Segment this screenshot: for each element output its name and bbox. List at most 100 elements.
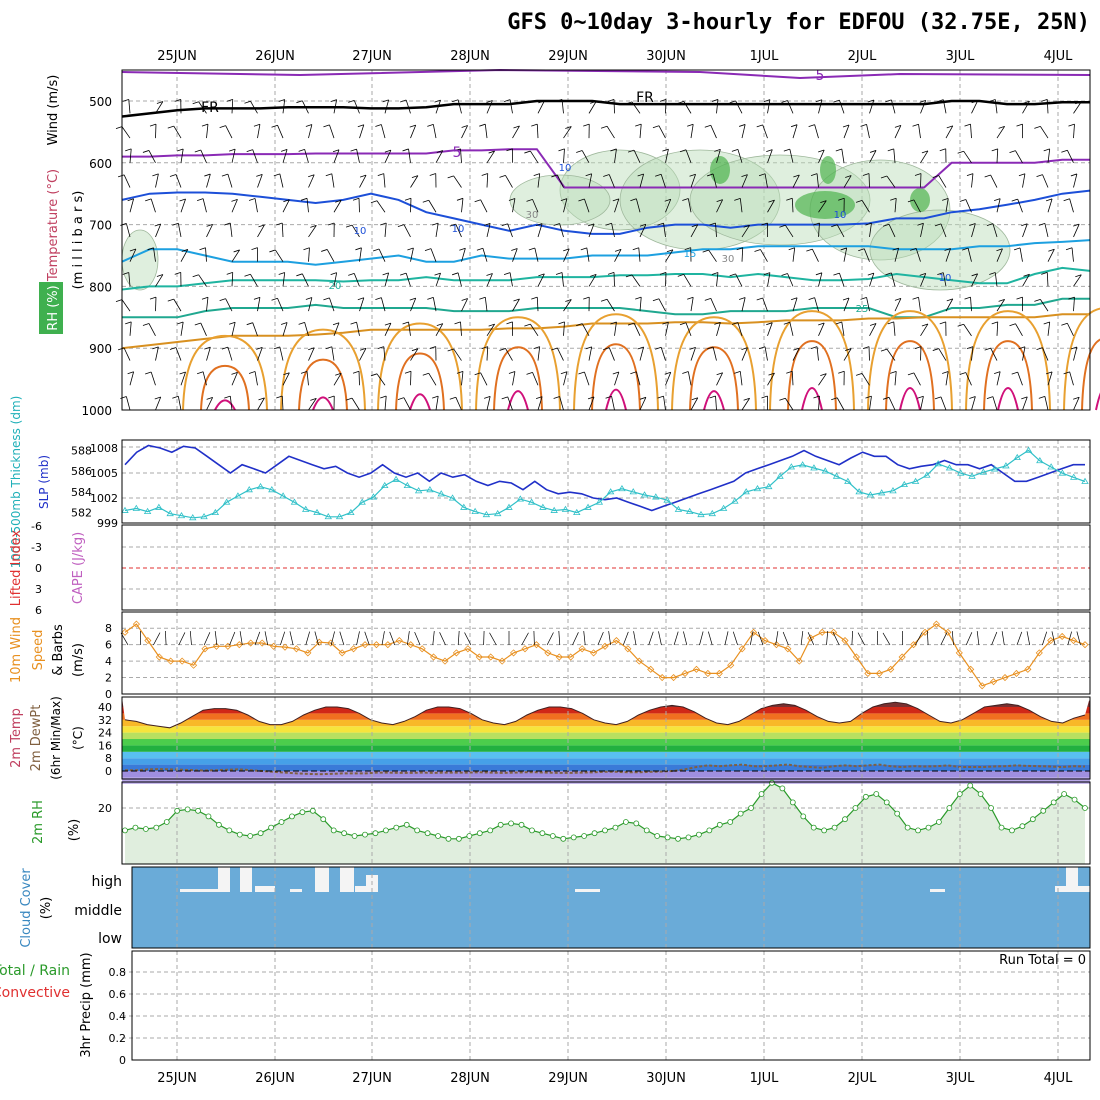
wind-barb-flag [894,298,902,301]
contour-label: 20 [329,281,342,292]
isotherm-30 [121,313,1090,350]
wind-barb-flag [224,395,231,399]
wind-barb-flag [637,173,644,177]
wind-barb [635,371,641,386]
date-label-top: 26JUN [255,49,295,64]
thickness-marker [460,503,468,510]
wind-barb [869,396,872,411]
thickness-marker [1013,453,1021,461]
wind-barb [816,173,819,188]
wind-barb-flag [269,249,276,253]
wind-barb [996,198,1001,213]
wind-barb [129,148,132,163]
wind-barb-flag [664,371,671,375]
wind-barb [965,199,972,213]
wind-barb-flag [734,371,741,374]
wind-barb [588,101,597,114]
wind-barb [994,272,998,287]
wind-barb-flag [303,247,310,251]
wind-barb-flag [1073,396,1080,400]
wind-barb [945,248,951,262]
wind-barb [484,124,488,139]
wind-barb-flag [919,99,926,103]
surface-wind-barb [432,631,435,646]
wind-barb-flag [206,223,213,227]
wind-speed-marker [1081,641,1089,649]
rh-marker [560,835,567,842]
rh-marker [382,827,389,834]
wind-barb [509,272,513,287]
date-label-bottom: 3JUL [946,1071,976,1086]
surface-wind-barb [597,631,604,646]
rh-marker [789,799,796,806]
wind-speed-marker [841,636,849,645]
date-label-top: 25JUN [157,49,197,64]
wind-barb-flag [989,272,996,275]
wind-barb [1073,124,1075,139]
wind-barb [971,346,974,361]
rh-frame [121,781,1091,865]
precip-axis-label: 3hr Precip (mm) [79,952,94,1057]
thickness-marker [493,509,502,517]
contour-label: FR [201,100,219,116]
surface-wind-barb [264,631,269,646]
surface-wind-barb [1001,631,1005,646]
wind-barb [992,396,998,411]
temperature-tick-label: 0 [105,765,112,778]
wind-barb [818,99,823,114]
wind-barb-flag [226,98,233,102]
wind-barb [561,99,564,114]
wind-barb-flag [867,272,874,276]
wind-barb-flag [937,99,944,102]
wind-barb [785,225,794,238]
wind-barb-flag [375,297,382,300]
wind-barb-flag [788,247,795,251]
wind-speed-marker [212,642,220,650]
thickness-marker [347,508,355,516]
wind-barb-flag [476,247,484,251]
wind-barb-flag [531,296,538,300]
wind-barb-flag [400,99,407,103]
wind-barb-flag [959,199,966,202]
surface-wind-barb [330,631,335,646]
surface-wind-barb [239,631,243,646]
wind-barb-flag [436,323,443,326]
rh-marker [362,831,368,838]
wind-speed-marker [567,653,575,661]
wind-barb [945,298,954,312]
temperature-band [122,745,1090,752]
wind-barb-flag [231,198,238,202]
rh-marker [633,820,640,827]
wind-barb [257,397,265,411]
wind-barb [384,149,392,163]
lifted-index-axis-label: Lifted Index [9,529,24,606]
wind-barb-flag [298,148,305,152]
thickness-marker [708,509,717,517]
wind-barb-flag [627,149,635,153]
thickness-marker [177,511,186,519]
rh-marker [1050,799,1057,806]
wind-barb [125,396,131,411]
wind-barb-flag [253,123,261,127]
wind-barb-flag [689,173,696,177]
wind-barb [996,321,999,336]
wind-barb-flag [971,100,978,104]
wind-barb [257,224,265,238]
wind-barb-flag [865,395,872,399]
wind-barb-flag [942,371,949,374]
wind-barb-flag [1023,100,1030,104]
wind-barb [1047,371,1053,386]
wind-barb-flag [348,273,355,276]
date-label-top: 30JUN [646,49,686,64]
rh-marker [852,805,859,811]
wind-barb-flag [709,222,716,226]
wind-barb [861,200,870,213]
rh-marker [466,833,473,839]
pressure-tick-label: 800 [89,280,112,294]
rh-marker [341,830,348,837]
thickness-marker [979,468,988,475]
wind-speed-marker [807,634,815,642]
wind-barb [125,223,131,238]
thickness-marker [697,510,705,518]
cloud-axis-unit: (%) [39,897,54,920]
